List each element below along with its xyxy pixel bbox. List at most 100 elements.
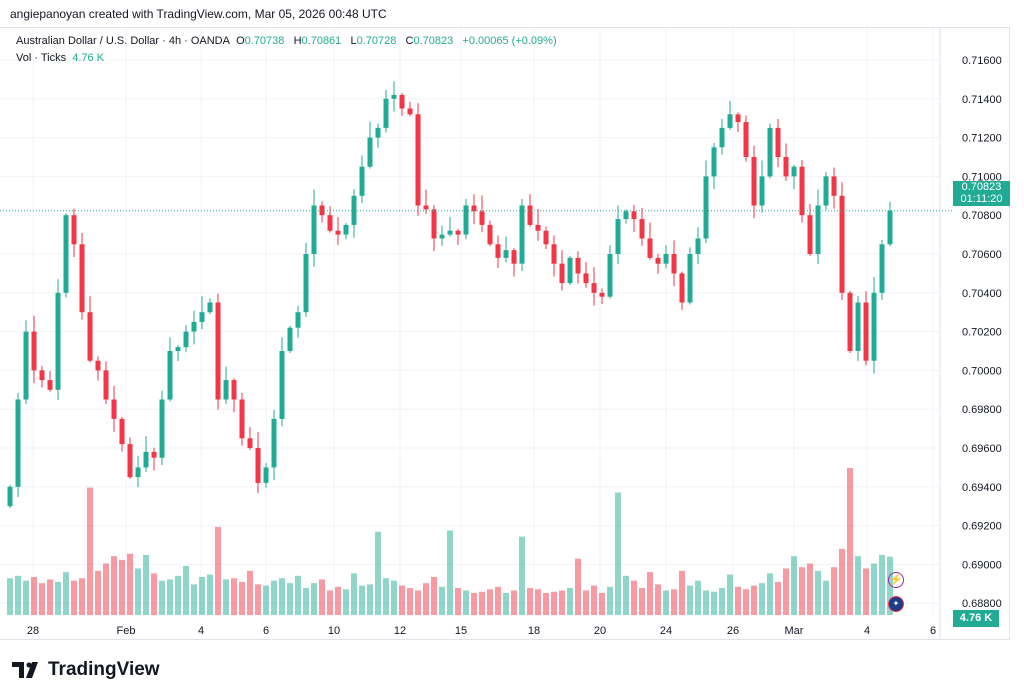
volume-bar [855,556,861,615]
candle-body [15,399,21,487]
candle-body [183,331,189,348]
candle-body [159,399,165,458]
price-axis-label: 0.69200 [962,521,1002,533]
volume-bar [583,590,589,615]
candle-body [303,254,309,313]
candle-body [287,327,293,351]
volume-bar [543,592,549,615]
volume-bar [39,583,45,615]
candle-body [31,331,37,371]
symbol-description[interactable]: Australian Dollar / U.S. Dollar · 4h · O… [16,35,230,47]
legend-ohlc-row: Australian Dollar / U.S. Dollar · 4h · O… [16,33,557,50]
candle-body [799,166,805,216]
candle-body [399,94,405,109]
tradingview-logo-icon [12,662,38,678]
candle-body [879,244,885,293]
volume-bar [319,579,325,615]
candle-body [343,224,349,235]
candle-body [671,254,677,274]
volume-bar [279,578,285,615]
candle-body [47,380,53,390]
volume-bar [327,590,333,615]
candle-body [871,292,877,361]
volume-bar [551,591,557,615]
candle-body [415,114,421,206]
candle-body [503,250,509,258]
candle-body [511,250,517,264]
candle-body [687,254,693,303]
candle-body [63,215,69,293]
volume-bar [207,574,213,615]
candle-body [447,230,453,235]
tradingview-logo[interactable]: TradingView [12,659,160,681]
candle-body [239,399,245,439]
volume-bar [407,588,413,615]
close-value: 0.70823 [413,35,454,47]
candle-body [807,215,813,254]
candle-body [535,224,541,231]
volume-bar [295,575,301,615]
candle-body [463,205,469,235]
volume-bar [335,586,341,615]
volume-label[interactable]: Vol · Ticks [16,52,67,64]
candle-body [559,263,565,284]
candle-body [663,254,669,264]
volume-bar [863,568,869,615]
candle-body [775,127,781,157]
volume-bar [471,592,477,615]
volume-bar [711,591,717,615]
candle-body [383,98,389,128]
volume-bar [15,575,21,615]
volume-bar [647,572,653,615]
volume-bar [119,559,125,615]
candle-body [431,209,437,239]
time-axis-label: 12 [394,625,406,637]
price-axis-label: 0.71600 [962,55,1002,67]
candle-body [887,210,893,245]
volume-bar [343,589,349,615]
candle-body [735,114,741,123]
volume-bar [31,577,37,615]
volume-bar [79,578,85,615]
candle-body [335,230,341,235]
volume-bar [135,568,141,615]
candle-body [815,205,821,254]
candle-body [551,244,557,264]
volume-bar [823,580,829,615]
candle-body [55,292,61,390]
volume-bar [599,592,605,615]
volume-bar [143,554,149,615]
time-axis-label: 4 [198,625,204,637]
candle-body [311,205,317,254]
time-axis-label: 6 [263,625,269,637]
volume-bar [655,584,661,615]
time-axis-label: 6 [930,625,936,637]
volume-bar [503,592,509,615]
candle-body [199,312,205,322]
volume-bar [567,588,573,615]
volume-bar [239,581,245,615]
volume-bar [671,589,677,615]
volume-bar [559,590,565,615]
volume-bar [479,591,485,615]
price-axis-label: 0.71000 [962,171,1002,183]
volume-bar [639,588,645,615]
volume-bar [215,526,221,615]
volume-bar [631,580,637,615]
bar-countdown: 01:11:20 [960,192,1003,205]
volume-bar [263,585,269,615]
candle-body [207,302,213,313]
candle-body [223,380,229,400]
candle-body [831,176,837,196]
lightning-event-icon[interactable]: ⚡ [888,572,904,588]
volume-bar [111,556,117,615]
candle-body [751,157,757,206]
candle-body [439,234,445,239]
volume-bar [311,583,317,615]
candle-body [703,176,709,239]
aud-flag-icon[interactable]: ✦ [888,596,904,612]
last-price-tag: 0.70823 01:11:20 [953,181,1010,206]
candle-body [423,205,429,210]
volume-bar [47,579,53,615]
